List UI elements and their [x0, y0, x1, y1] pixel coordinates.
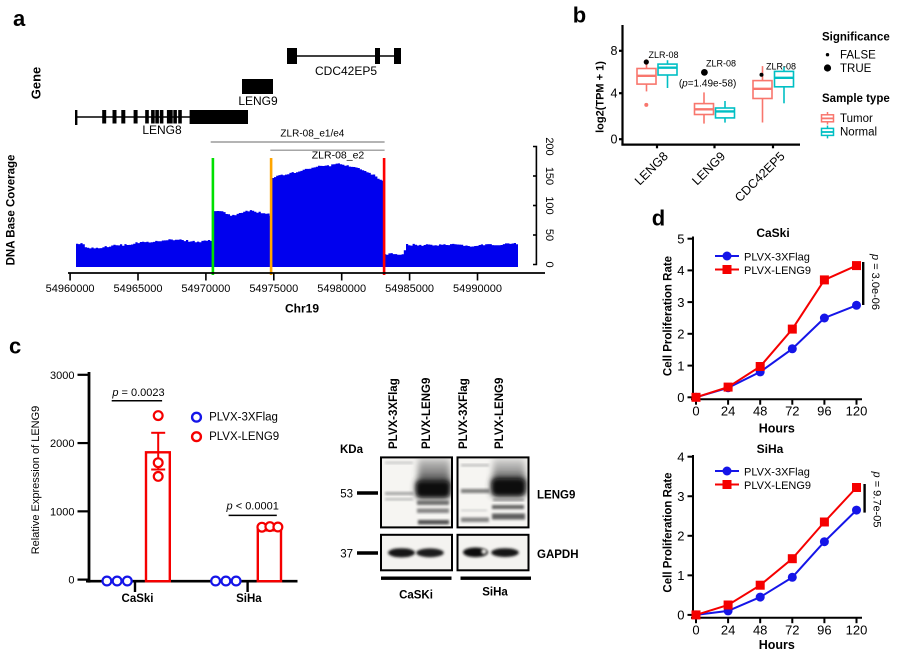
svg-text:50: 50 — [543, 229, 555, 241]
svg-text:3: 3 — [677, 489, 684, 504]
svg-text:72: 72 — [785, 403, 799, 418]
svg-text:PLVX-LENG9: PLVX-LENG9 — [744, 480, 811, 492]
svg-text:54980000: 54980000 — [317, 283, 366, 295]
svg-text:48: 48 — [753, 403, 767, 418]
svg-text:100: 100 — [543, 196, 555, 214]
svg-text:Hours: Hours — [759, 638, 795, 652]
svg-text:CaSki: CaSki — [122, 593, 154, 605]
svg-text:0: 0 — [677, 390, 684, 405]
svg-text:LENG9: LENG9 — [537, 489, 575, 501]
svg-text:Cell Proliferation Rate: Cell Proliferation Rate — [663, 256, 675, 376]
svg-text:PLVX-LENG9: PLVX-LENG9 — [421, 378, 433, 449]
svg-text:72: 72 — [785, 623, 799, 638]
svg-text:Relative Expression of LENG9: Relative Expression of LENG9 — [30, 406, 42, 555]
svg-text:1: 1 — [677, 568, 684, 583]
svg-text:150: 150 — [543, 167, 555, 185]
svg-text:54990000: 54990000 — [453, 283, 502, 295]
svg-text:37: 37 — [340, 549, 353, 561]
svg-text:Hours: Hours — [759, 422, 795, 436]
svg-text:Tumor: Tumor — [840, 113, 873, 125]
svg-text:2: 2 — [677, 327, 684, 342]
svg-text:2: 2 — [677, 529, 684, 544]
svg-text:PLVX-3XFlag: PLVX-3XFlag — [744, 467, 810, 479]
svg-text:p = 9.7e-05: p = 9.7e-05 — [871, 471, 883, 528]
svg-text:0: 0 — [611, 133, 618, 147]
svg-text:TRUE: TRUE — [840, 63, 872, 75]
svg-text:24: 24 — [721, 623, 735, 638]
svg-text:48: 48 — [753, 623, 767, 638]
svg-text:p < 0.0001: p < 0.0001 — [226, 501, 279, 513]
svg-text:KDa: KDa — [340, 444, 364, 456]
svg-text:0: 0 — [543, 261, 555, 267]
svg-text:p = 0.0023: p = 0.0023 — [111, 387, 164, 399]
svg-text:1000: 1000 — [50, 506, 74, 518]
svg-text:Cell Proliferation Rate: Cell Proliferation Rate — [663, 472, 675, 592]
svg-text:Significance: Significance — [822, 32, 890, 44]
svg-text:8: 8 — [611, 44, 618, 58]
svg-text:CaSki: CaSki — [756, 226, 789, 240]
svg-text:CDC42EP5: CDC42EP5 — [315, 64, 377, 78]
svg-text:p = 3.0e-06: p = 3.0e-06 — [869, 253, 881, 310]
svg-text:Chr19: Chr19 — [285, 302, 319, 316]
svg-text:96: 96 — [817, 403, 831, 418]
svg-text:SiHa: SiHa — [757, 442, 784, 456]
svg-text:ZLR-08_e1/e4: ZLR-08_e1/e4 — [280, 129, 344, 140]
svg-text:GAPDH: GAPDH — [537, 549, 579, 561]
svg-text:ZLR-08: ZLR-08 — [648, 50, 678, 60]
svg-text:5: 5 — [677, 231, 684, 246]
svg-text:d: d — [652, 206, 665, 231]
svg-text:DNA Base Coverage: DNA Base Coverage — [6, 155, 18, 266]
svg-text:(p=1.49e-58): (p=1.49e-58) — [679, 78, 737, 89]
svg-text:54960000: 54960000 — [46, 283, 95, 295]
svg-text:4: 4 — [677, 449, 684, 464]
svg-text:0: 0 — [68, 575, 74, 587]
svg-text:4: 4 — [611, 87, 618, 101]
svg-text:54985000: 54985000 — [385, 283, 434, 295]
svg-text:CaSKi: CaSKi — [399, 590, 433, 602]
svg-text:Normal: Normal — [840, 127, 877, 139]
svg-text:120: 120 — [846, 623, 868, 638]
svg-text:LENG8: LENG8 — [142, 123, 182, 137]
svg-text:0: 0 — [677, 608, 684, 623]
svg-text:a: a — [13, 6, 26, 31]
svg-text:PLVX-3XFlag: PLVX-3XFlag — [744, 252, 810, 264]
svg-text:SiHa: SiHa — [236, 593, 262, 605]
svg-text:FALSE: FALSE — [840, 50, 876, 62]
svg-text:PLVX-3XFlag: PLVX-3XFlag — [388, 378, 400, 449]
svg-text:b: b — [573, 3, 586, 28]
svg-text:120: 120 — [846, 403, 868, 418]
svg-text:ZLR-08: ZLR-08 — [766, 62, 796, 72]
svg-text:4: 4 — [677, 263, 684, 278]
svg-text:PLVX-3XFlag: PLVX-3XFlag — [458, 378, 470, 449]
svg-text:ZLR-08: ZLR-08 — [706, 58, 736, 68]
svg-text:96: 96 — [817, 623, 831, 638]
svg-text:0: 0 — [692, 623, 699, 638]
svg-text:ZLR-08_e2: ZLR-08_e2 — [312, 150, 365, 162]
svg-text:53: 53 — [340, 489, 353, 501]
svg-text:Sample type: Sample type — [822, 93, 890, 105]
svg-text:3000: 3000 — [50, 370, 74, 382]
svg-text:54970000: 54970000 — [181, 283, 230, 295]
svg-text:1: 1 — [677, 358, 684, 373]
svg-text:PLVX-3XFlag: PLVX-3XFlag — [209, 412, 278, 424]
svg-text:PLVX-LENG9: PLVX-LENG9 — [494, 378, 506, 449]
svg-text:PLVX-LENG9: PLVX-LENG9 — [744, 265, 811, 277]
svg-text:log2(TPM + 1): log2(TPM + 1) — [595, 61, 607, 133]
svg-text:0: 0 — [692, 403, 699, 418]
svg-text:LENG9: LENG9 — [238, 94, 278, 108]
svg-text:24: 24 — [721, 403, 735, 418]
svg-text:2000: 2000 — [50, 438, 74, 450]
svg-text:SiHa: SiHa — [482, 587, 508, 599]
svg-text:54975000: 54975000 — [249, 283, 298, 295]
svg-text:54965000: 54965000 — [114, 283, 163, 295]
svg-text:PLVX-LENG9: PLVX-LENG9 — [209, 431, 279, 443]
svg-text:3: 3 — [677, 295, 684, 310]
svg-text:c: c — [9, 334, 21, 359]
svg-text:200: 200 — [543, 137, 555, 155]
svg-text:Gene: Gene — [29, 67, 44, 100]
